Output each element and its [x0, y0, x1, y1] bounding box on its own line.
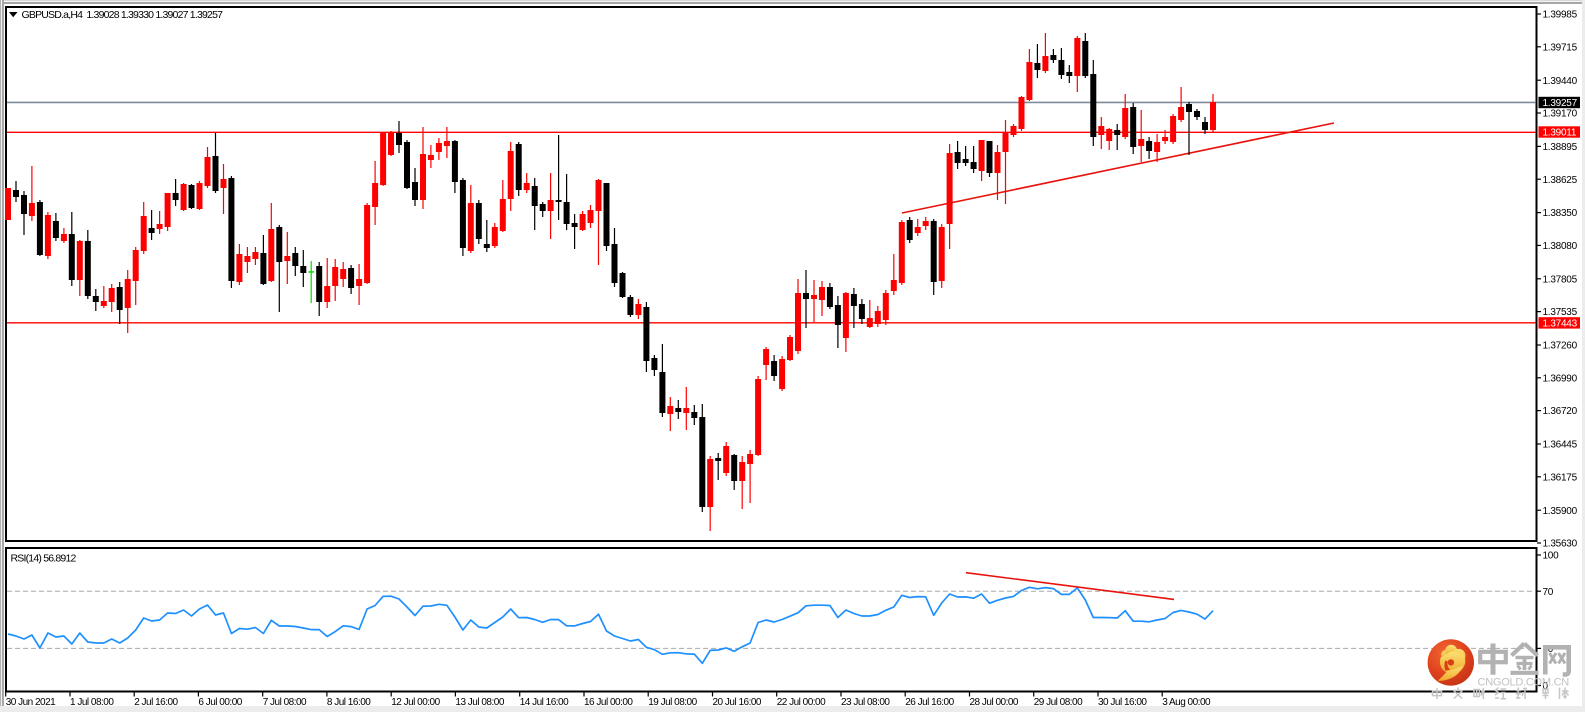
- svg-text:23 Jul 08:00: 23 Jul 08:00: [841, 697, 890, 708]
- svg-text:16 Jul 00:00: 16 Jul 00:00: [584, 697, 633, 708]
- svg-text:GBPUSD.a,H4 1.39028 1.39330 1: GBPUSD.a,H4 1.39028 1.39330 1.39027 1.39…: [22, 9, 224, 21]
- svg-text:1.39011: 1.39011: [1543, 128, 1577, 139]
- svg-text:30 Jun 2021: 30 Jun 2021: [6, 697, 56, 708]
- svg-text:CNGOLD.COM.CN: CNGOLD.COM.CN: [1478, 677, 1570, 689]
- svg-text:1.37805: 1.37805: [1543, 274, 1578, 285]
- svg-text:1.39440: 1.39440: [1543, 76, 1578, 87]
- svg-text:1.39715: 1.39715: [1543, 42, 1578, 53]
- svg-text:14 Jul 16:00: 14 Jul 16:00: [520, 697, 569, 708]
- svg-text:1.37535: 1.37535: [1543, 307, 1578, 318]
- svg-text:100: 100: [1543, 551, 1560, 562]
- svg-text:13 Jul 08:00: 13 Jul 08:00: [455, 697, 504, 708]
- svg-text:1 Jul 08:00: 1 Jul 08:00: [70, 697, 114, 708]
- svg-text:1.38350: 1.38350: [1543, 208, 1578, 219]
- svg-text:1.38080: 1.38080: [1543, 241, 1578, 252]
- svg-text:3 Aug 00:00: 3 Aug 00:00: [1162, 697, 1211, 708]
- svg-text:1.36175: 1.36175: [1543, 472, 1578, 483]
- svg-text:1.36445: 1.36445: [1543, 440, 1578, 451]
- svg-text:1.36720: 1.36720: [1543, 406, 1578, 417]
- svg-text:1.37443: 1.37443: [1543, 319, 1578, 330]
- svg-text:1.36990: 1.36990: [1543, 373, 1578, 384]
- svg-text:RSI(14) 56.8912: RSI(14) 56.8912: [11, 553, 77, 565]
- svg-text:1.37260: 1.37260: [1543, 341, 1578, 352]
- svg-text:0: 0: [1543, 681, 1549, 692]
- svg-text:28 Jul 00:00: 28 Jul 00:00: [970, 697, 1019, 708]
- svg-text:29 Jul 08:00: 29 Jul 08:00: [1034, 697, 1083, 708]
- svg-text:8 Jul 16:00: 8 Jul 16:00: [327, 697, 371, 708]
- svg-text:20 Jul 16:00: 20 Jul 16:00: [713, 697, 762, 708]
- svg-text:19 Jul 08:00: 19 Jul 08:00: [648, 697, 697, 708]
- svg-text:12 Jul 00:00: 12 Jul 00:00: [391, 697, 440, 708]
- svg-text:22 Jul 00:00: 22 Jul 00:00: [777, 697, 826, 708]
- svg-text:7 Jul 08:00: 7 Jul 08:00: [263, 697, 307, 708]
- svg-text:1.38625: 1.38625: [1543, 175, 1578, 186]
- svg-text:1.39257: 1.39257: [1543, 98, 1578, 109]
- svg-text:1.39170: 1.39170: [1543, 109, 1578, 120]
- svg-text:70: 70: [1543, 587, 1554, 598]
- svg-text:26 Jul 16:00: 26 Jul 16:00: [905, 697, 954, 708]
- svg-text:1.39985: 1.39985: [1543, 10, 1578, 21]
- svg-text:30 Jul 16:00: 30 Jul 16:00: [1098, 697, 1147, 708]
- svg-text:6 Jul 00:00: 6 Jul 00:00: [198, 697, 242, 708]
- svg-text:1.35630: 1.35630: [1543, 539, 1578, 550]
- svg-text:1.38895: 1.38895: [1543, 142, 1578, 153]
- svg-text:2 Jul 16:00: 2 Jul 16:00: [134, 697, 178, 708]
- svg-text:1.35900: 1.35900: [1543, 506, 1578, 517]
